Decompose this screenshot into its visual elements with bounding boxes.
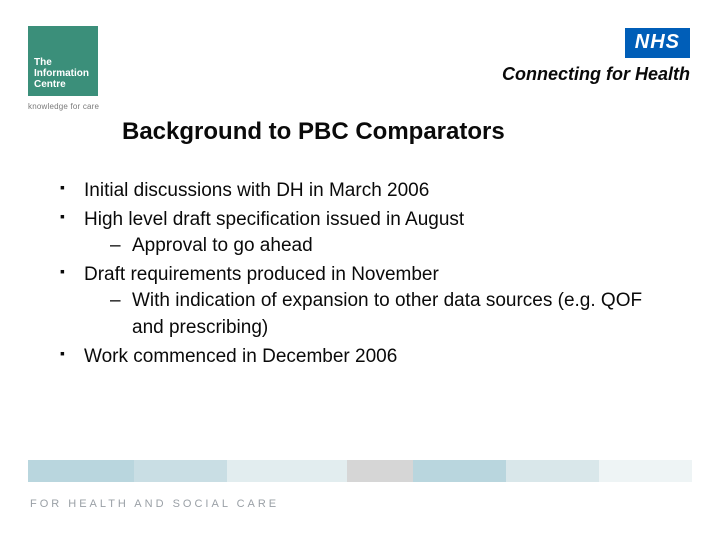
- sub-list: With indication of expansion to other da…: [110, 288, 660, 341]
- logo-line-1: The: [34, 57, 52, 68]
- nhs-subtitle: Connecting for Health: [502, 64, 690, 85]
- logo-line-2: Information: [34, 68, 89, 79]
- footer-band-segment: [347, 460, 413, 482]
- footer-band-segment: [506, 460, 599, 482]
- bullet-item: Initial discussions with DH in March 200…: [60, 178, 660, 205]
- nhs-box: NHS: [625, 28, 690, 58]
- sub-item: With indication of expansion to other da…: [110, 288, 660, 341]
- footer-band: [28, 460, 692, 482]
- logo-square: The Information Centre: [28, 26, 98, 96]
- sub-list: Approval to go ahead: [110, 233, 660, 260]
- sub-text: Approval to go ahead: [132, 235, 313, 256]
- sub-item: Approval to go ahead: [110, 233, 660, 260]
- slide-body: Initial discussions with DH in March 200…: [60, 178, 660, 372]
- bullet-item: Draft requirements produced in November …: [60, 262, 660, 342]
- logo-square-text: The Information Centre: [34, 57, 89, 90]
- nhs-logo: NHS Connecting for Health: [502, 28, 690, 85]
- footer-band-segment: [28, 460, 134, 482]
- footer-band-segment: [134, 460, 227, 482]
- bullet-item: Work commenced in December 2006: [60, 344, 660, 371]
- bullet-text: Work commenced in December 2006: [84, 346, 397, 367]
- bullet-list: Initial discussions with DH in March 200…: [60, 178, 660, 370]
- slide: The Information Centre knowledge for car…: [0, 0, 720, 540]
- bullet-text: Draft requirements produced in November: [84, 264, 439, 285]
- information-centre-logo: The Information Centre knowledge for car…: [28, 26, 108, 126]
- footer-band-segment: [227, 460, 347, 482]
- slide-title: Background to PBC Comparators: [122, 118, 505, 146]
- bullet-text: High level draft specification issued in…: [84, 209, 464, 230]
- footer-text: FOR HEALTH AND SOCIAL CARE: [30, 498, 279, 510]
- sub-text: With indication of expansion to other da…: [132, 290, 642, 338]
- bullet-text: Initial discussions with DH in March 200…: [84, 180, 429, 201]
- footer-band-segment: [413, 460, 506, 482]
- logo-line-3: Centre: [34, 79, 66, 90]
- logo-tagline: knowledge for care: [28, 102, 108, 111]
- footer-band-segment: [599, 460, 692, 482]
- bullet-item: High level draft specification issued in…: [60, 207, 660, 260]
